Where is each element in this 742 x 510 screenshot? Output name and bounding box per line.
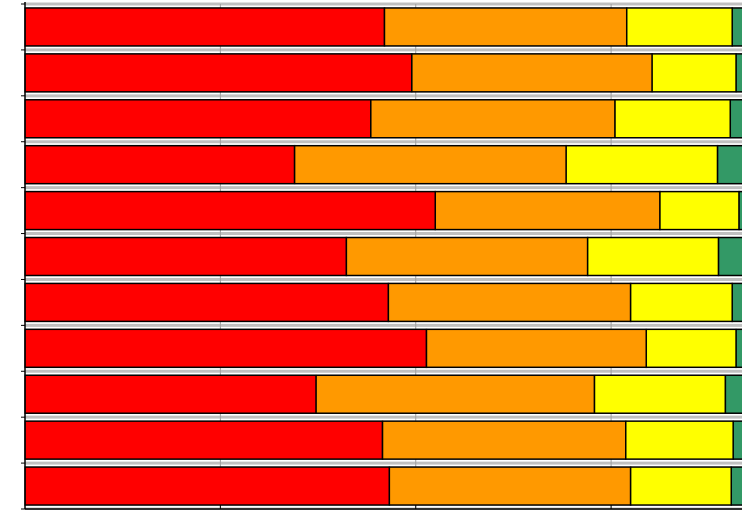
bar-segment-2-row-6 — [345, 236, 589, 277]
bar-segment-4-row-4 — [716, 144, 742, 185]
bar-segment-1-row-10 — [24, 420, 384, 460]
bar-segment-2-row-10 — [381, 420, 627, 460]
bar-segment-2-row-11 — [388, 466, 632, 506]
axes — [21, 2, 742, 510]
bar-segment-1-row-4 — [24, 144, 296, 185]
bar-segment-1-row-2 — [24, 53, 413, 93]
bars — [24, 7, 742, 506]
bar-segment-2-row-3 — [370, 99, 616, 139]
bar-segment-1-row-3 — [24, 99, 372, 139]
bar-segment-3-row-9 — [593, 374, 727, 414]
bar-segment-4-row-9 — [724, 374, 742, 414]
bar-segment-4-row-2 — [735, 53, 742, 93]
bar-segment-4-row-10 — [732, 420, 742, 460]
bar-segment-4-row-5 — [738, 190, 742, 231]
bar-segment-3-row-3 — [614, 99, 732, 139]
bar-segment-4-row-11 — [730, 466, 742, 506]
bar-segment-1-row-1 — [24, 7, 386, 47]
bar-segment-3-row-1 — [625, 7, 733, 47]
bar-segment-1-row-7 — [24, 282, 390, 323]
bar-segment-1-row-5 — [24, 190, 437, 231]
bar-segment-3-row-5 — [659, 190, 740, 231]
bar-segment-2-row-1 — [383, 7, 628, 47]
bar-segment-1-row-11 — [24, 466, 391, 506]
bar-segment-3-row-10 — [625, 420, 734, 460]
bar-segment-3-row-4 — [565, 144, 719, 185]
bar-segment-3-row-6 — [586, 236, 720, 277]
bar-segment-3-row-7 — [629, 282, 733, 323]
bar-segment-1-row-9 — [24, 374, 317, 414]
bar-segment-3-row-8 — [645, 328, 737, 369]
bar-segment-4-row-7 — [731, 282, 742, 323]
gridlines — [25, 2, 742, 510]
bar-segment-3-row-11 — [629, 466, 733, 506]
bar-segment-2-row-5 — [434, 190, 661, 231]
bar-segment-1-row-6 — [24, 236, 348, 277]
bar-segment-2-row-8 — [425, 328, 648, 369]
bar-segment-1-row-8 — [24, 328, 428, 369]
bar-segment-2-row-4 — [293, 144, 567, 185]
bar-segment-4-row-3 — [729, 99, 742, 139]
bar-segment-2-row-2 — [411, 53, 653, 93]
bar-segment-3-row-2 — [651, 53, 737, 93]
bar-segment-2-row-9 — [315, 374, 596, 414]
bar-segment-4-row-1 — [731, 7, 742, 47]
bar-segment-4-row-6 — [717, 236, 742, 277]
bar-segment-4-row-8 — [735, 328, 742, 369]
bar-segment-2-row-7 — [387, 282, 632, 323]
